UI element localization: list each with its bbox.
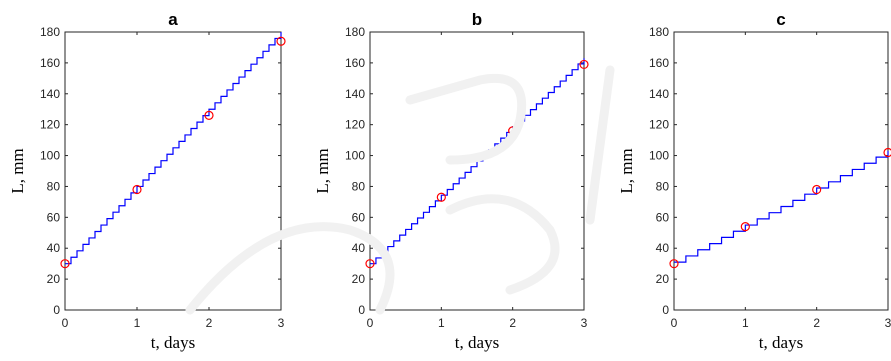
y-tick-label: 80 — [352, 179, 366, 193]
x-tick-label: 3 — [278, 316, 285, 330]
y-axis-label: L, mm — [617, 148, 636, 193]
y-tick-label: 120 — [345, 118, 365, 132]
x-tick-label: 3 — [581, 316, 588, 330]
data-point-marker — [883, 147, 891, 158]
y-tick-label: 120 — [649, 118, 669, 132]
data-point-marker — [812, 184, 822, 195]
chart-title: b — [472, 10, 482, 29]
data-point-marker — [60, 259, 70, 269]
data-point-marker — [579, 59, 589, 70]
y-tick-label: 140 — [40, 87, 60, 101]
data-point-marker — [740, 222, 750, 232]
y-tick-label: 100 — [649, 149, 669, 163]
x-tick-label: 3 — [885, 316, 891, 330]
x-tick-label: 2 — [813, 316, 820, 330]
x-tick-label: 0 — [62, 316, 69, 330]
data-point-marker — [132, 184, 142, 195]
y-tick-label: 20 — [656, 272, 670, 286]
chart-title: a — [168, 10, 178, 29]
x-tick-label: 1 — [438, 316, 445, 330]
x-tick-label: 2 — [509, 316, 516, 330]
y-tick-label: 0 — [358, 303, 365, 317]
y-tick-label: 0 — [662, 303, 669, 317]
y-tick-label: 180 — [345, 25, 365, 39]
chart-panel-b: 0 20 40 60 80 100 120 140 160 180 0 1 2 3 b t, days L, m… — [313, 10, 589, 352]
x-tick-label: 1 — [742, 316, 749, 330]
y-tick-label: 160 — [649, 56, 669, 70]
staircase-line — [674, 150, 889, 263]
x-tick-label: 2 — [206, 316, 213, 330]
x-tick-label: 1 — [134, 316, 141, 330]
y-tick-label: 40 — [656, 241, 670, 255]
chart-panel-c: 0 20 40 60 80 100 120 140 160 180 0 1 2 3 c t, days L, m… — [617, 10, 891, 352]
y-axis-label: L, mm — [313, 148, 332, 193]
y-tick-label: 0 — [53, 303, 60, 317]
y-tick-label: 100 — [345, 149, 365, 163]
staircase-line — [65, 32, 282, 265]
chart-panel-a: 0 20 40 60 80 100 120 140 160 180 0 1 2 3 a t, days L, m… — [8, 10, 286, 352]
data-point-marker — [204, 110, 214, 121]
y-tick-label: 100 — [40, 149, 60, 163]
y-tick-label: 160 — [40, 56, 60, 70]
y-tick-label: 60 — [352, 210, 366, 224]
y-tick-label: 180 — [40, 25, 60, 39]
axes-box — [64, 31, 282, 311]
x-axis-label: t, days — [759, 333, 803, 352]
x-tick-label: 0 — [367, 316, 374, 330]
x-axis-label: t, days — [455, 333, 499, 352]
x-axis-label: t, days — [151, 333, 195, 352]
y-tick-label: 40 — [352, 241, 366, 255]
chart-title: c — [776, 10, 785, 29]
y-tick-label: 20 — [47, 272, 61, 286]
data-point-marker — [669, 259, 679, 269]
y-tick-label: 80 — [656, 179, 670, 193]
axes-box — [673, 31, 889, 311]
x-tick-label: 0 — [671, 316, 678, 330]
y-tick-label: 180 — [649, 25, 669, 39]
data-point-marker — [276, 36, 286, 46]
y-tick-label: 120 — [40, 118, 60, 132]
axes-box — [369, 31, 585, 311]
data-point-marker — [436, 192, 446, 202]
y-tick-label: 20 — [352, 272, 366, 286]
y-tick-label: 60 — [47, 210, 61, 224]
y-axis-label: L, mm — [8, 148, 27, 193]
y-tick-label: 60 — [656, 210, 670, 224]
y-tick-label: 80 — [47, 179, 61, 193]
y-tick-label: 140 — [649, 87, 669, 101]
y-tick-label: 140 — [345, 87, 365, 101]
y-tick-label: 160 — [345, 56, 365, 70]
y-tick-label: 40 — [47, 241, 61, 255]
